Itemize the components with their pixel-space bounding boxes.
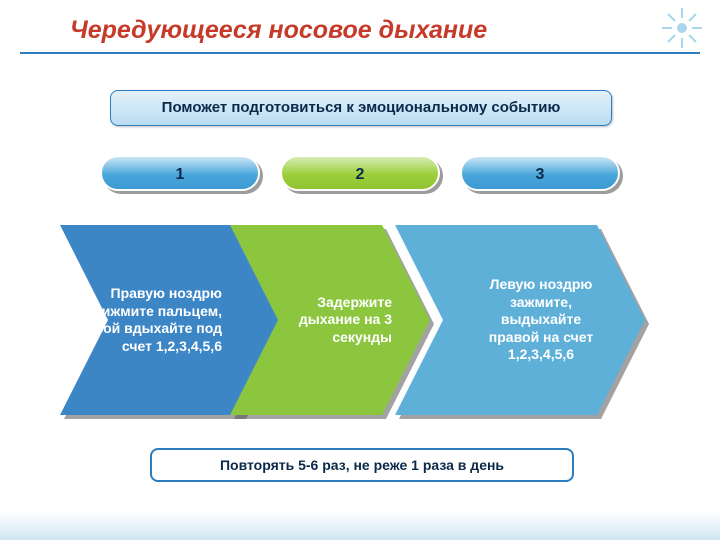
page-title: Чередующееся носовое дыхание: [70, 16, 487, 45]
chevron-step-3-text: Левую ноздрю зажмите, выдыхайте правой н…: [480, 225, 610, 415]
slide: Чередующееся носовое дыхание Поможет под…: [0, 0, 720, 540]
header-rule: [20, 52, 700, 54]
subtitle-pill: Поможет подготовиться к эмоциональному с…: [110, 90, 612, 126]
step-pill-2-label: 2: [280, 155, 440, 191]
chevron-step-3: Левую ноздрю зажмите, выдыхайте правой н…: [395, 225, 645, 415]
chevron-row: Правую ноздрю прижмите пальцем, левой вд…: [60, 225, 660, 425]
step-pill-1: 1: [100, 155, 260, 191]
chevron-step-2-text: Задержите дыхание на 3 секунды: [285, 225, 400, 415]
header: Чередующееся носовое дыхание: [0, 0, 720, 56]
step-pill-2: 2: [280, 155, 440, 191]
step-number-row: 1 2 3: [0, 155, 720, 195]
sun-icon: [660, 6, 704, 55]
footer-pill: Повторять 5-6 раз, не реже 1 раза в день: [150, 448, 574, 482]
step-pill-3: 3: [460, 155, 620, 191]
step-pill-3-label: 3: [460, 155, 620, 191]
bottom-stripe: [0, 512, 720, 540]
step-pill-1-label: 1: [100, 155, 260, 191]
chevron-step-1-text: Правую ноздрю прижмите пальцем, левой вд…: [70, 225, 230, 415]
